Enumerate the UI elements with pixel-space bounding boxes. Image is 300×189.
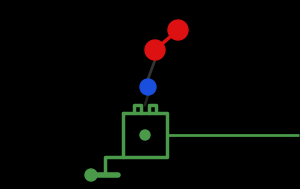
Circle shape: [145, 40, 165, 60]
Circle shape: [85, 169, 97, 181]
Circle shape: [140, 130, 150, 140]
Circle shape: [140, 79, 156, 95]
Circle shape: [168, 20, 188, 40]
